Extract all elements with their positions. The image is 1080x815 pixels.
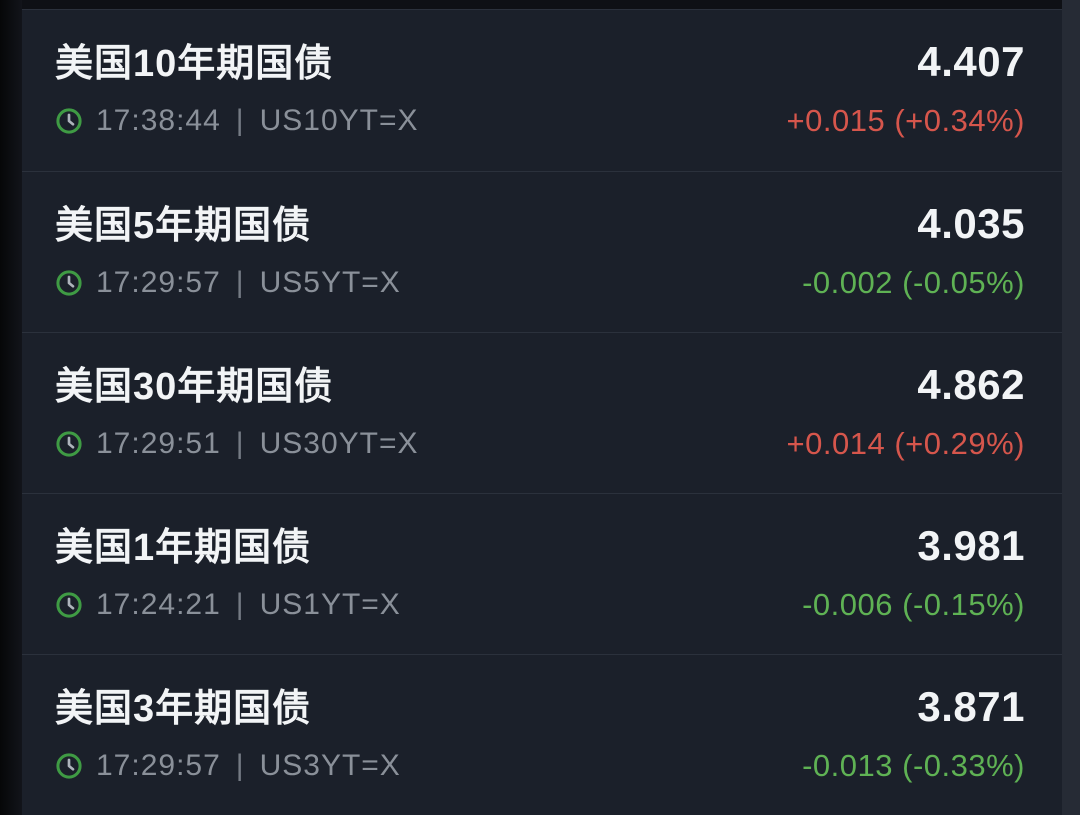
- quote-row-bottom: 17:38:44 | US10YT=X +0.015 (+0.34%): [55, 104, 1025, 138]
- separator: |: [235, 104, 245, 137]
- change-value: -0.006 (-0.15%): [802, 587, 1025, 622]
- instrument-name: 美国5年期国债: [55, 205, 312, 247]
- instrument-name: 美国1年期国债: [55, 527, 312, 569]
- quote-row-bottom: 17:29:57 | US3YT=X -0.013 (-0.33%): [55, 749, 1025, 783]
- clock-icon: [55, 107, 83, 135]
- change-value: +0.014 (+0.29%): [786, 426, 1025, 461]
- quote-meta: 17:29:57 | US3YT=X: [55, 749, 401, 783]
- bond-quote-list: 美国10年期国债 4.407 17:38:44 | US10YT=X +0.01…: [22, 9, 1062, 815]
- ticker-symbol: US3YT=X: [259, 749, 401, 782]
- outer-background-left: [0, 0, 22, 815]
- change-value: -0.002 (-0.05%): [802, 265, 1025, 300]
- clock-icon: [55, 430, 83, 458]
- quote-row[interactable]: 美国5年期国债 4.035 17:29:57 | US5YT=X -0.002 …: [22, 171, 1062, 332]
- outer-background-top: [22, 0, 1062, 9]
- quote-time: 17:29:51: [96, 427, 221, 460]
- quote-row-bottom: 17:29:51 | US30YT=X +0.014 (+0.29%): [55, 427, 1025, 461]
- quote-time: 17:38:44: [96, 104, 221, 137]
- quote-row-top: 美国30年期国债 4.862: [55, 361, 1025, 411]
- quote-row-bottom: 17:29:57 | US5YT=X -0.002 (-0.05%): [55, 266, 1025, 300]
- quote-time: 17:24:21: [96, 588, 221, 621]
- separator: |: [235, 588, 245, 621]
- instrument-name: 美国10年期国债: [55, 43, 334, 85]
- quote-row-top: 美国3年期国债 3.871: [55, 683, 1025, 733]
- quote-row-bottom: 17:24:21 | US1YT=X -0.006 (-0.15%): [55, 588, 1025, 622]
- quote-time: 17:29:57: [96, 266, 221, 299]
- quote-meta: 17:38:44 | US10YT=X: [55, 104, 419, 138]
- quote-row-top: 美国10年期国债 4.407: [55, 38, 1025, 88]
- instrument-name: 美国30年期国债: [55, 366, 334, 408]
- separator: |: [235, 749, 245, 782]
- yield-value: 4.035: [917, 200, 1025, 247]
- ticker-symbol: US10YT=X: [259, 104, 419, 137]
- clock-icon: [55, 269, 83, 297]
- ticker-symbol: US1YT=X: [259, 588, 401, 621]
- change-value: +0.015 (+0.34%): [786, 103, 1025, 138]
- clock-icon: [55, 752, 83, 780]
- scrollbar-track[interactable]: [1062, 0, 1080, 815]
- clock-icon: [55, 591, 83, 619]
- yield-value: 3.981: [917, 522, 1025, 569]
- separator: |: [235, 266, 245, 299]
- separator: |: [235, 427, 245, 460]
- yield-value: 4.407: [917, 38, 1025, 85]
- quote-row[interactable]: 美国30年期国债 4.862 17:29:51 | US30YT=X +0.01…: [22, 332, 1062, 493]
- instrument-name: 美国3年期国债: [55, 688, 312, 730]
- quote-meta: 17:29:51 | US30YT=X: [55, 427, 419, 461]
- quote-time: 17:29:57: [96, 749, 221, 782]
- quote-meta: 17:24:21 | US1YT=X: [55, 588, 401, 622]
- ticker-symbol: US5YT=X: [259, 266, 401, 299]
- quote-meta: 17:29:57 | US5YT=X: [55, 266, 401, 300]
- yield-value: 4.862: [917, 361, 1025, 408]
- quote-row-top: 美国1年期国债 3.981: [55, 522, 1025, 572]
- quote-row[interactable]: 美国3年期国债 3.871 17:29:57 | US3YT=X -0.013 …: [22, 654, 1062, 815]
- quote-row[interactable]: 美国1年期国债 3.981 17:24:21 | US1YT=X -0.006 …: [22, 493, 1062, 654]
- quote-row-top: 美国5年期国债 4.035: [55, 200, 1025, 250]
- ticker-symbol: US30YT=X: [259, 427, 419, 460]
- yield-value: 3.871: [917, 683, 1025, 730]
- change-value: -0.013 (-0.33%): [802, 748, 1025, 783]
- quote-row[interactable]: 美国10年期国债 4.407 17:38:44 | US10YT=X +0.01…: [22, 10, 1062, 171]
